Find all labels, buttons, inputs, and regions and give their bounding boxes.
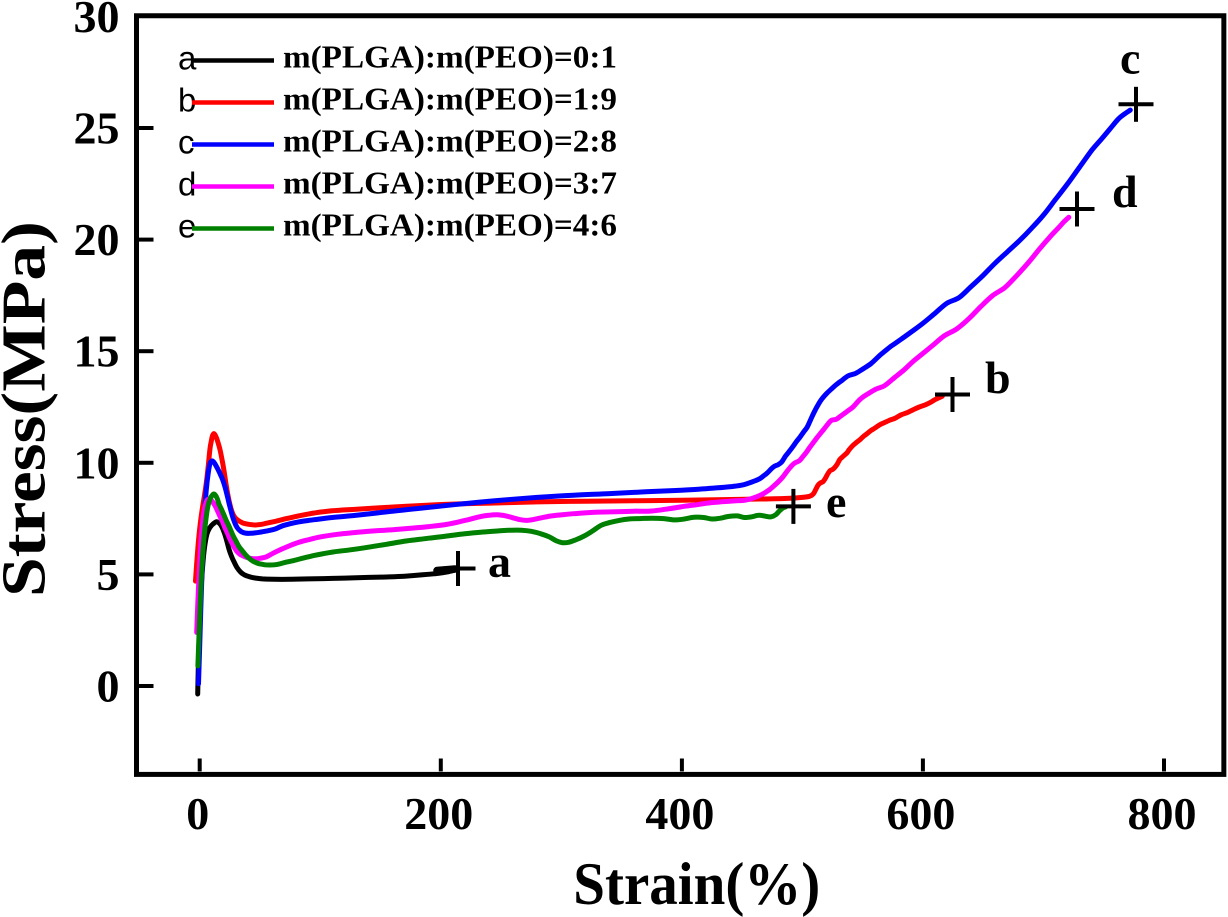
svg-text:400: 400	[645, 788, 714, 839]
svg-text:c: c	[178, 124, 195, 161]
svg-text:d: d	[1112, 166, 1138, 217]
svg-text:d: d	[178, 166, 196, 203]
svg-text:600: 600	[886, 788, 955, 839]
svg-text:Stress(MPa): Stress(MPa)	[0, 221, 59, 597]
svg-text:b: b	[985, 352, 1011, 403]
svg-text:m(PLGA):m(PEO)=0:1: m(PLGA):m(PEO)=0:1	[283, 39, 617, 75]
svg-text:0: 0	[186, 788, 209, 839]
svg-text:30: 30	[74, 0, 120, 42]
svg-text:m(PLGA):m(PEO)=3:7: m(PLGA):m(PEO)=3:7	[283, 165, 617, 201]
svg-text:200: 200	[404, 788, 473, 839]
svg-text:10: 10	[74, 437, 120, 488]
svg-text:5: 5	[97, 549, 120, 600]
svg-text:a: a	[488, 536, 511, 587]
svg-text:b: b	[178, 82, 196, 119]
svg-text:20: 20	[74, 214, 120, 265]
svg-text:m(PLGA):m(PEO)=4:6: m(PLGA):m(PEO)=4:6	[283, 207, 617, 243]
svg-text:e: e	[178, 208, 196, 245]
svg-text:0: 0	[97, 661, 120, 712]
svg-text:25: 25	[74, 103, 120, 154]
svg-text:m(PLGA):m(PEO)=1:9: m(PLGA):m(PEO)=1:9	[283, 81, 617, 117]
svg-text:e: e	[826, 476, 846, 527]
svg-text:800: 800	[1128, 788, 1197, 839]
svg-text:m(PLGA):m(PEO)=2:8: m(PLGA):m(PEO)=2:8	[283, 123, 617, 159]
svg-text:c: c	[1120, 33, 1140, 84]
svg-text:Strain(%): Strain(%)	[573, 851, 820, 917]
svg-text:15: 15	[74, 326, 120, 377]
svg-text:a: a	[178, 40, 197, 77]
